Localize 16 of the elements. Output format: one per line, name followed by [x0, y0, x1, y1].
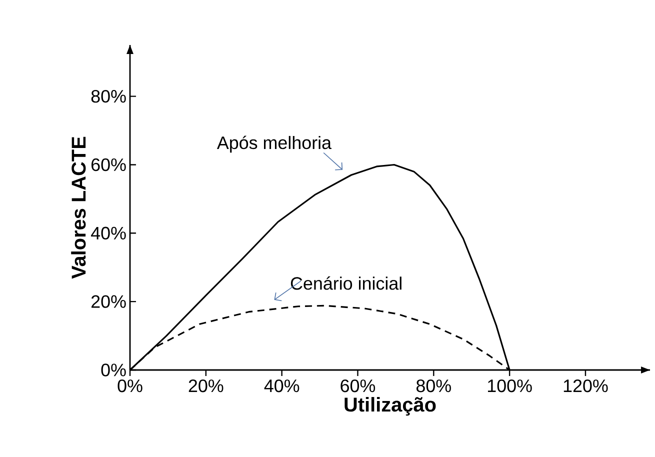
x-tick-label: 80%: [416, 379, 451, 392]
y-tick-label: 80%: [91, 90, 126, 103]
x-axis-title: Utilização: [344, 397, 436, 416]
x-tick-label: 0%: [118, 379, 142, 392]
x-tick-label: 40%: [264, 379, 300, 392]
y-tick-label: 60%: [91, 158, 126, 172]
x-tick-label: 100%: [488, 379, 532, 392]
y-tick-label: 20%: [91, 295, 126, 308]
y-tick-label: 0%: [101, 364, 126, 376]
series-label: Cenário inicial: [290, 276, 402, 290]
series-label: Após melhoria: [216, 136, 332, 153]
x-tick-label: 60%: [340, 379, 376, 392]
x-tick-label: 120%: [564, 379, 608, 392]
y-tick-label: 40%: [90, 226, 126, 240]
y-axis-title: Valores LACTE: [71, 136, 86, 279]
x-tick-label: 20%: [188, 379, 224, 392]
